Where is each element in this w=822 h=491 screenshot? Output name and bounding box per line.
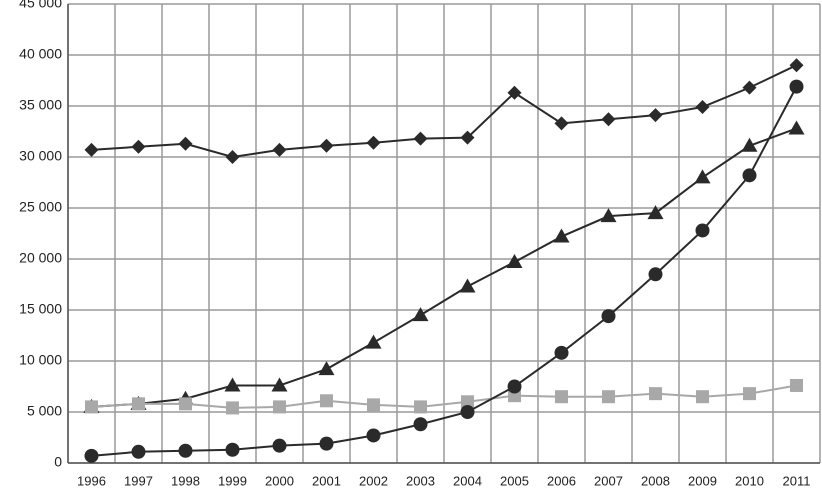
y-tick-label: 15 000: [19, 301, 62, 317]
y-tick-label: 5 000: [27, 403, 62, 419]
x-tick-label: 2005: [500, 473, 529, 488]
triangle-marker: [553, 228, 570, 243]
square-marker: [696, 390, 709, 404]
x-tick-label: 2011: [783, 473, 811, 488]
diamond-marker: [178, 136, 193, 151]
x-tick-label: 2001: [312, 473, 341, 488]
series-line: [91, 64, 797, 159]
circle-marker: [366, 428, 381, 443]
series-line: [91, 127, 797, 408]
triangle-marker: [224, 377, 241, 392]
circle-marker: [272, 438, 287, 453]
x-tick-label: 2006: [547, 473, 576, 488]
square-marker: [85, 400, 98, 414]
x-tick-label: 1997: [124, 473, 153, 488]
triangle-marker: [365, 334, 382, 349]
circle-marker: [648, 267, 663, 282]
circle-marker: [413, 417, 428, 432]
triangle-marker: [318, 361, 335, 376]
circle-marker: [84, 448, 99, 463]
x-tick-label: 2007: [594, 473, 623, 488]
y-tick-label: 20 000: [19, 250, 62, 266]
circle-marker: [507, 379, 522, 394]
y-tick-label: 45 000: [19, 0, 62, 11]
x-tick-label: 1999: [218, 473, 247, 488]
triangle-marker: [741, 137, 758, 152]
x-tick-label: 2000: [265, 473, 294, 488]
series-line: [91, 384, 797, 409]
triangle-marker: [459, 278, 476, 293]
x-tick-label: 2009: [688, 473, 717, 488]
diamond-marker: [460, 130, 475, 145]
circle-marker: [695, 223, 710, 238]
square-marker: [179, 397, 192, 411]
triangle-marker: [412, 307, 429, 322]
circle-marker: [131, 444, 146, 459]
x-tick-label: 2008: [641, 473, 670, 488]
diamond-marker: [554, 116, 569, 131]
circle-marker: [225, 442, 240, 457]
diamond-marker: [789, 58, 804, 73]
x-tick-label: 2010: [735, 473, 764, 488]
diamond-marker: [601, 112, 616, 127]
circle-marker: [789, 79, 804, 94]
diamond-marker: [507, 85, 522, 100]
square-marker: [226, 401, 239, 415]
diamond-marker: [225, 150, 240, 164]
triangle-marker: [600, 208, 617, 223]
square-marker: [414, 400, 427, 414]
x-tick-label: 1996: [77, 473, 106, 488]
y-tick-label: 0: [54, 454, 62, 470]
circle-marker: [178, 443, 193, 458]
y-tick-label: 30 000: [19, 148, 62, 164]
triangle-marker: [271, 377, 288, 392]
square-marker: [320, 394, 333, 408]
circle-marker: [319, 436, 334, 451]
square-marker: [461, 395, 474, 409]
x-tick-label: 1998: [171, 473, 200, 488]
diamond-marker: [366, 135, 381, 150]
y-tick-label: 40 000: [19, 46, 62, 62]
y-tick-label: 10 000: [19, 352, 62, 368]
diamond-marker: [695, 100, 710, 115]
diamond-marker: [742, 80, 757, 95]
square-marker: [602, 390, 615, 404]
triangle-marker: [694, 169, 711, 184]
diamond-marker: [131, 139, 146, 154]
square-marker: [273, 400, 286, 414]
square-marker: [132, 397, 145, 411]
circle-marker: [554, 345, 569, 360]
circle-marker: [742, 168, 757, 183]
x-tick-label: 2004: [453, 473, 482, 488]
square-marker: [367, 398, 380, 412]
diamond-marker: [84, 142, 99, 157]
square-marker: [743, 387, 756, 401]
square-marker: [555, 390, 568, 404]
triangle-marker: [788, 120, 805, 135]
diamond-marker: [319, 138, 334, 153]
diamond-marker: [648, 108, 663, 123]
square-marker: [649, 387, 662, 401]
circle-marker: [601, 309, 616, 324]
square-marker: [790, 378, 803, 392]
series-line: [91, 86, 798, 457]
x-tick-label: 2003: [406, 473, 435, 488]
diamond-marker: [272, 142, 287, 157]
x-tick-label: 2002: [359, 473, 388, 488]
diamond-marker: [413, 131, 428, 146]
circle-marker: [460, 405, 475, 419]
y-tick-label: 25 000: [19, 199, 62, 215]
triangle-marker: [506, 254, 523, 269]
triangle-marker: [647, 205, 664, 220]
y-tick-label: 35 000: [19, 97, 62, 113]
